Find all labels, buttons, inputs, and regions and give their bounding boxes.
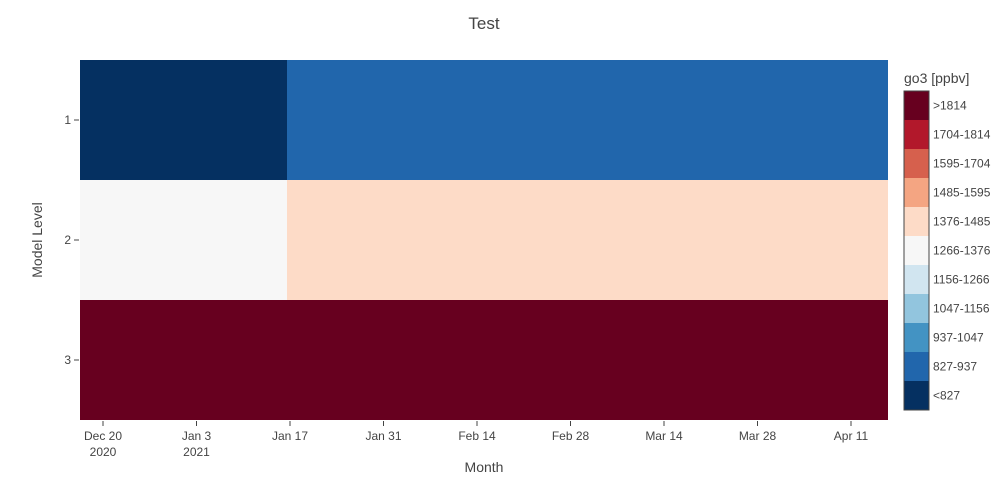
y-tick-label: 3 <box>64 353 71 367</box>
x-tick-year-label: 2021 <box>183 445 210 459</box>
colorbar-swatch <box>904 178 929 207</box>
heatmap-cell-2-2 <box>287 180 888 300</box>
y-tick-label: 2 <box>64 233 71 247</box>
colorbar-swatch <box>904 207 929 236</box>
heatmap-cell-1-1 <box>80 60 287 180</box>
colorbar-swatch <box>904 352 929 381</box>
colorbar-swatch <box>904 323 929 352</box>
x-tick-label: Apr 11 <box>834 429 869 443</box>
heatmap-cell-3-2 <box>287 300 888 420</box>
colorbar-label: 1485-1595 <box>933 186 991 200</box>
colorbar-outline <box>903 90 930 411</box>
colorbar-swatch <box>904 149 929 178</box>
heatmap-cell-3-1 <box>80 300 287 420</box>
colorbar-swatch <box>904 265 929 294</box>
heatmap-cell-1-2 <box>287 60 888 180</box>
x-tick-label: Mar 28 <box>739 429 777 443</box>
colorbar-label: 827-937 <box>933 360 977 374</box>
y-axis-title: Model Level <box>29 202 45 278</box>
y-tick-label: 1 <box>64 113 71 127</box>
x-tick-label: Jan 31 <box>365 429 401 443</box>
colorbar-label: 1156-1266 <box>933 273 990 287</box>
colorbar-label: >1814 <box>933 99 967 113</box>
colorbar-label: <827 <box>933 389 960 403</box>
colorbar-label: 1376-1485 <box>933 215 991 229</box>
colorbar-swatch <box>904 120 929 149</box>
x-axis-title: Month <box>465 459 504 475</box>
x-tick-label: Mar 14 <box>645 429 683 443</box>
colorbar-label: 1047-1156 <box>933 302 990 316</box>
colorbar-label: 1704-1814 <box>933 128 991 142</box>
x-tick-label: Feb 14 <box>458 429 496 443</box>
colorbar-title: go3 [ppbv] <box>904 70 969 86</box>
chart-title: Test <box>468 14 499 33</box>
colorbar-swatch <box>904 381 929 410</box>
colorbar-swatch <box>904 236 929 265</box>
colorbar-swatch <box>904 91 929 120</box>
x-tick-label: Jan 3 <box>182 429 212 443</box>
x-tick-label: Feb 28 <box>552 429 590 443</box>
heatmap-cells <box>80 60 888 420</box>
heatmap-cell-2-1 <box>80 180 287 300</box>
x-axis: Dec 20 2020 Jan 3 2021 Jan 17 Jan 31 Feb 14 Feb… <box>84 421 869 459</box>
y-axis: 1 2 3 <box>64 113 79 367</box>
x-tick-year-label: 2020 <box>90 445 117 459</box>
x-tick-label: Jan 17 <box>272 429 308 443</box>
colorbar-label: 1595-1704 <box>933 157 991 171</box>
colorbar-swatch <box>904 294 929 323</box>
x-tick-label: Dec 20 <box>84 429 122 443</box>
colorbar-label: 1266-1376 <box>933 244 991 258</box>
colorbar: >1814 1704-1814 1595-1704 1485-1595 1376-148… <box>903 90 991 411</box>
colorbar-label: 937-1047 <box>933 331 984 345</box>
